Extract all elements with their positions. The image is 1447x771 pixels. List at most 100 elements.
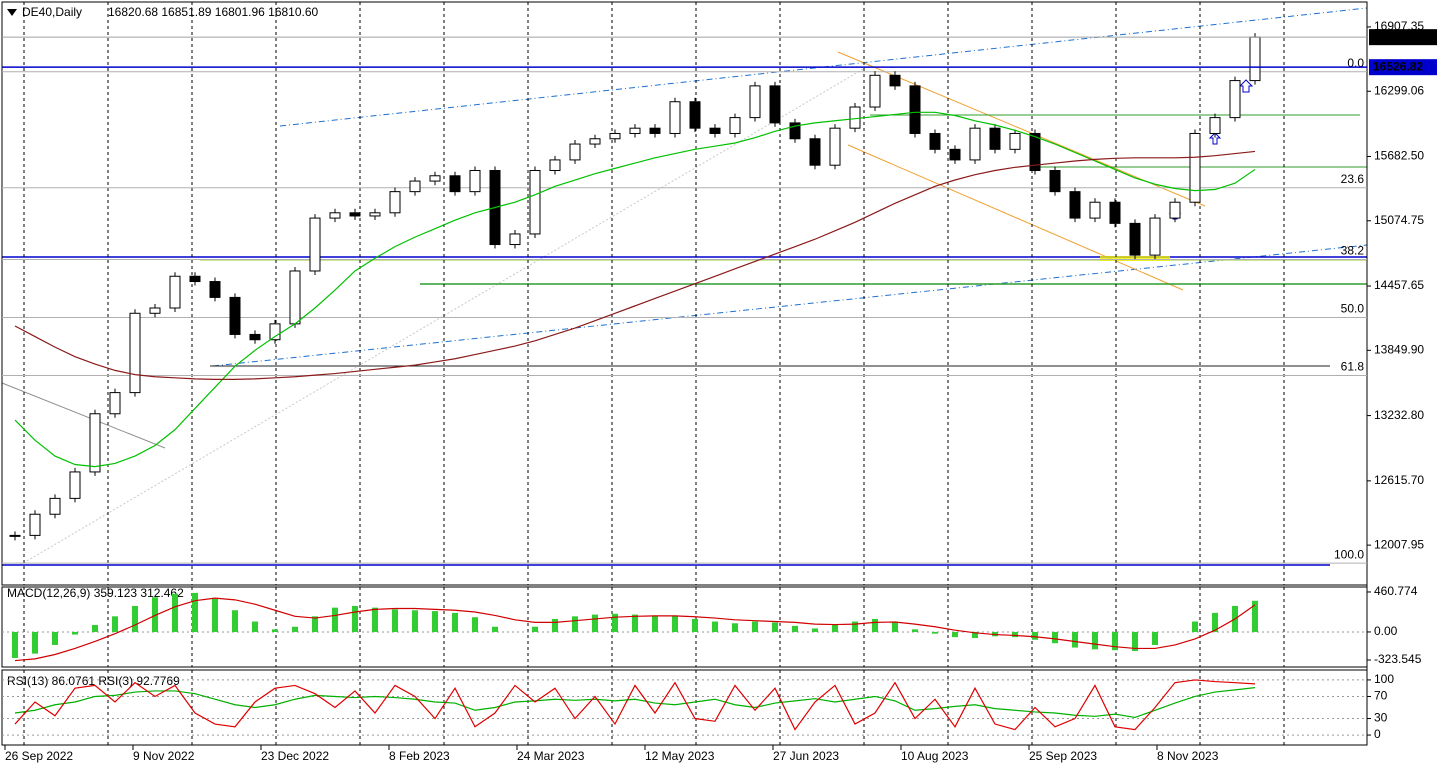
histogram-bar [652,615,658,632]
histogram-bar [852,621,858,632]
candle [829,127,841,166]
candle [169,275,181,309]
menu-triangle [7,9,17,16]
candle [1229,80,1241,119]
histogram-bar [832,625,838,632]
histogram-bar [772,622,778,632]
y-tick-label: 16299.06 [1374,83,1424,97]
candle [609,132,621,140]
candle [1049,169,1061,193]
channel-line [847,144,1184,291]
histogram-bar [412,610,418,632]
histogram-bar [272,629,278,632]
candle [309,217,321,272]
candle [589,138,601,145]
histogram-bar [612,613,618,632]
histogram-bar [1212,612,1218,632]
histogram-bar [72,631,78,635]
candle [729,117,741,134]
y-tick-label: -323.545 [1374,652,1422,666]
histogram-bar [432,611,438,632]
y-tick-label: 13849.90 [1374,342,1424,356]
y-tick-label: 460.774 [1374,584,1418,598]
fib-label: 38.2 [1341,244,1365,258]
histogram-bar [952,631,958,638]
histogram-bar [52,631,58,645]
histogram-bar [192,592,198,632]
candle [149,307,161,314]
histogram-bar [1052,631,1058,644]
candle [1189,132,1201,203]
x-tick-label: 10 Aug 2023 [901,749,969,763]
candle [1149,217,1161,256]
histogram-bar [1132,631,1138,652]
histogram-bar [532,626,538,632]
price-box [1369,59,1437,76]
candle [9,534,21,537]
y-tick-label: 12615.70 [1374,473,1424,487]
histogram-bar [292,626,298,632]
histogram-bar [1252,600,1258,632]
candle [229,296,241,335]
histogram-bar [132,605,138,632]
histogram-bar [672,616,678,632]
candle [809,138,821,166]
line-series [14,597,1256,662]
histogram-bar [1012,631,1018,638]
y-tick-label: 100 [1374,672,1394,686]
candle [1009,132,1021,150]
histogram-bar [972,631,978,639]
candle [1129,222,1141,256]
candle [869,74,881,108]
y-tick-label: 12007.95 [1374,537,1424,551]
candle [209,281,221,298]
x-tick-label: 25 Sep 2023 [1029,749,1097,763]
histogram-bar [372,607,378,632]
candle [349,212,361,217]
candle [1209,117,1221,134]
histogram-bar [692,618,698,632]
histogram-bar [712,621,718,632]
chart-title: DE40,Daily [22,5,82,19]
price-box [1369,29,1437,46]
candle [1029,132,1041,171]
histogram-bar [452,612,458,632]
candle [989,127,1001,150]
histogram-bar [252,621,258,632]
histogram-bar [732,623,738,632]
histogram-bar [812,628,818,632]
histogram-bar [32,631,38,654]
histogram-bar [92,625,98,632]
candle [429,175,441,182]
histogram-bar [1092,631,1098,650]
candle [709,127,721,134]
arrow-icon [1208,132,1222,145]
histogram-bar [1192,621,1198,632]
histogram-bar [352,605,358,632]
candle [569,143,581,161]
histogram-bar [472,617,478,632]
histogram-bar [232,610,238,632]
candle [889,74,901,87]
candle [769,85,781,124]
x-tick-label: 8 Nov 2023 [1157,749,1219,763]
histogram-bar [312,616,318,632]
candle [789,122,801,140]
fib-label: 23.6 [1341,172,1365,186]
price-label: 16526.82 [1373,59,1423,73]
candle [1069,191,1081,219]
candle [969,127,981,161]
fib-label: 100.0 [1334,547,1364,561]
x-tick-label: 23 Dec 2022 [261,749,329,763]
fib-label: 50.0 [1341,302,1365,316]
candle [849,106,861,129]
histogram-bar [872,618,878,632]
candle [109,392,121,415]
candle [409,180,421,193]
histogram-bar [592,614,598,632]
candle [469,169,481,193]
candle [669,101,681,134]
x-tick-label: 8 Feb 2023 [389,749,450,763]
candle [249,333,261,341]
